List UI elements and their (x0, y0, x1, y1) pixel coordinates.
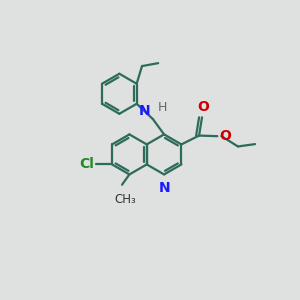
Text: H: H (158, 101, 168, 114)
Text: N: N (139, 104, 151, 118)
Text: N: N (158, 181, 170, 195)
Text: O: O (198, 100, 209, 114)
Text: CH₃: CH₃ (114, 193, 136, 206)
Text: O: O (219, 129, 231, 143)
Text: Cl: Cl (80, 158, 94, 171)
